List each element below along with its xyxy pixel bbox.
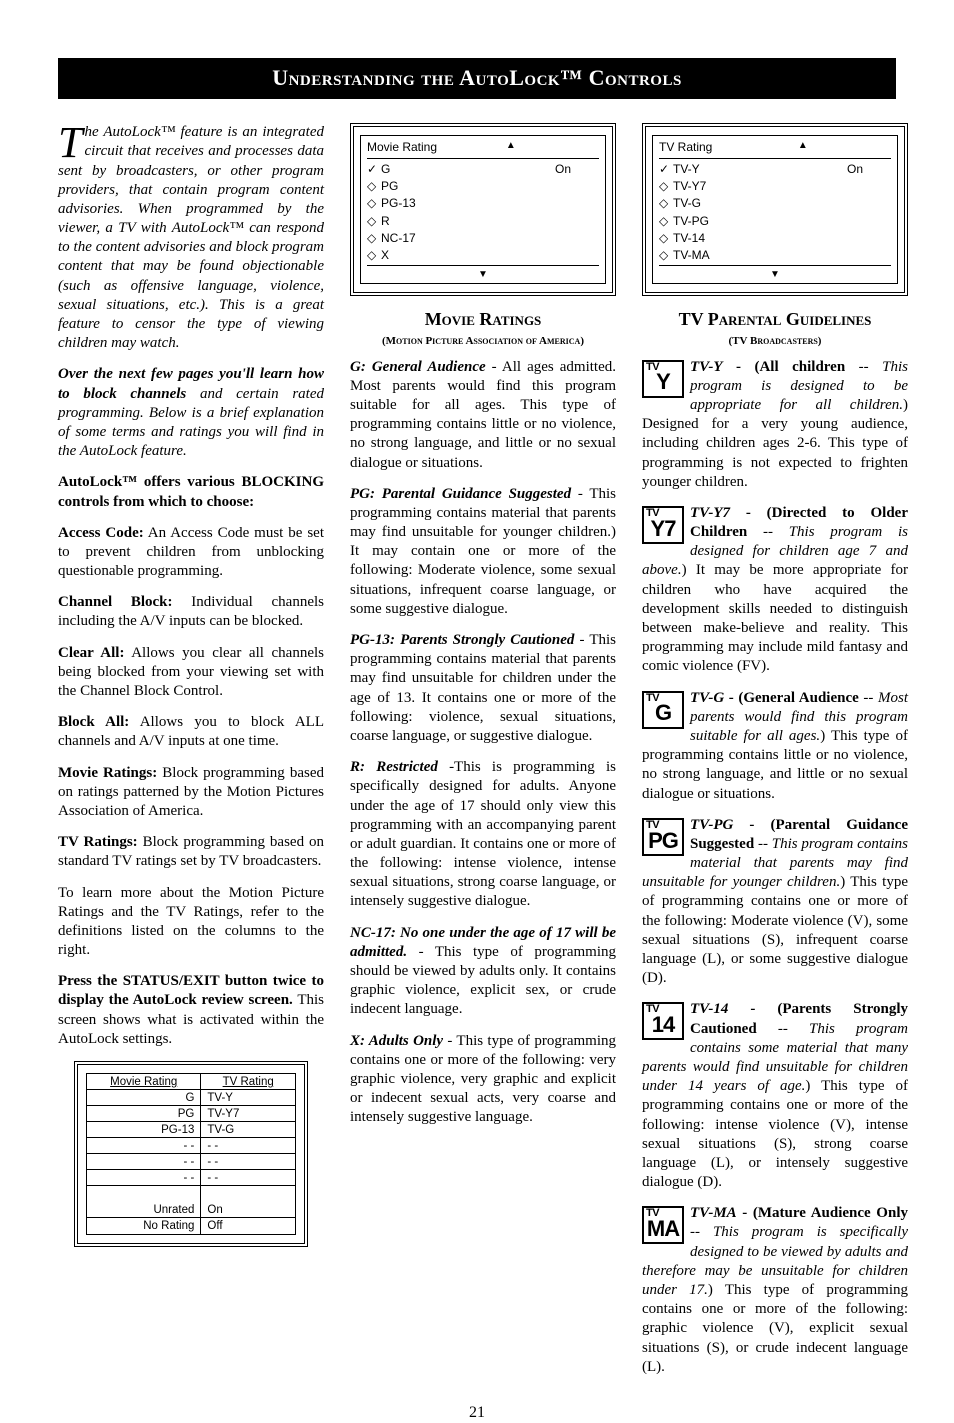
item-tv-ratings: TV Ratings: Block programming based on s…	[58, 833, 324, 871]
review-row: - -- -	[87, 1154, 295, 1170]
movie-ratings-title: Movie Ratings	[350, 308, 616, 331]
menu-row: ◇NC-17	[367, 230, 599, 247]
tv-rating-definition: TV14TV-14 - (Parents Strongly Cautioned …	[642, 1000, 908, 1192]
tv-guidelines-subtitle: (TV Broadcasters)	[642, 334, 908, 348]
column-1: The AutoLock™ feature is an integrated c…	[58, 123, 324, 1389]
autolock-review-table: Movie Rating TV Rating GTV-YPGTV-Y7PG-13…	[74, 1061, 308, 1247]
item-access-code: Access Code: An Access Code must be set …	[58, 524, 324, 582]
page-header: Understanding the AutoLock™ Controls	[58, 58, 896, 99]
p-press-status: Press the STATUS/EXIT button twice to di…	[58, 972, 324, 1049]
review-header-tv: TV Rating	[201, 1074, 295, 1090]
review-row: PGTV-Y7	[87, 1106, 295, 1122]
movie-rating-menu: Movie Rating ▲ ✓GOn◇PG◇PG-13◇R◇NC-17◇X ▼	[350, 123, 616, 296]
movie-rating-definition: PG: Parental Guidance Suggested - This p…	[350, 485, 616, 619]
menu-row: ◇TV-Y7	[659, 178, 891, 195]
intro-paragraph: The AutoLock™ feature is an integrated c…	[58, 123, 324, 353]
tv-rating-menu: TV Rating ▲ ✓TV-YOn◇TV-Y7◇TV-G◇TV-PG◇TV-…	[642, 123, 908, 296]
p-learn-how: Over the next few pages you'll learn how…	[58, 365, 324, 461]
p-learn-more: To learn more about the Motion Picture R…	[58, 884, 324, 961]
menu-row: ◇TV-MA	[659, 247, 891, 264]
up-arrow-icon: ▲	[766, 140, 840, 155]
tv-rating-definition: TVYTV-Y - (All children -- This program …	[642, 358, 908, 492]
p-blocking-controls: AutoLock™ offers various BLOCKING contro…	[58, 473, 324, 511]
tv-rating-icon: TVY	[642, 360, 684, 398]
menu-row: ◇TV-14	[659, 230, 891, 247]
item-channel-block: Channel Block: Individual channels inclu…	[58, 593, 324, 631]
review-row: GTV-Y	[87, 1090, 295, 1106]
column-3: TV Rating ▲ ✓TV-YOn◇TV-Y7◇TV-G◇TV-PG◇TV-…	[642, 123, 908, 1389]
pencil-icon	[862, 58, 896, 92]
movie-ratings-subtitle: (Motion Picture Association of America)	[350, 334, 616, 348]
tv-rating-icon: TV14	[642, 1002, 684, 1040]
menu-row: ◇PG-13	[367, 195, 599, 212]
menu-header-title: TV Rating	[659, 140, 766, 155]
review-header-movie: Movie Rating	[87, 1074, 201, 1090]
down-arrow-icon: ▼	[478, 269, 488, 280]
menu-row: ◇TV-G	[659, 195, 891, 212]
menu-row: ✓TV-YOn	[659, 161, 891, 178]
up-arrow-icon: ▲	[474, 140, 548, 155]
tv-rating-definition: TVGTV-G - (General Audience -- Most pare…	[642, 689, 908, 804]
tv-rating-icon: TVPG	[642, 818, 684, 856]
menu-row: ◇X	[367, 247, 599, 264]
menu-row: ◇R	[367, 213, 599, 230]
movie-rating-definition: PG-13: Parents Strongly Cautioned - This…	[350, 631, 616, 746]
item-movie-ratings: Movie Ratings: Block programming based o…	[58, 764, 324, 822]
column-2: Movie Rating ▲ ✓GOn◇PG◇PG-13◇R◇NC-17◇X ▼…	[350, 123, 616, 1389]
tv-rating-definition: TVPGTV-PG - (Parental Guidance Suggested…	[642, 816, 908, 989]
tv-rating-icon: TVG	[642, 691, 684, 729]
review-row: PG-13TV-G	[87, 1122, 295, 1138]
review-footer-row: UnratedOn	[87, 1202, 295, 1218]
down-arrow-icon: ▼	[770, 269, 780, 280]
tv-rating-icon: TVY7	[642, 506, 684, 544]
movie-rating-definition: X: Adults Only - This type of programmin…	[350, 1032, 616, 1128]
review-row: - -- -	[87, 1170, 295, 1186]
movie-rating-definition: G: General Audience - All ages admitted.…	[350, 358, 616, 473]
dropcap: T	[58, 123, 84, 160]
tv-rating-definition: TVY7TV-Y7 - (Directed to Older Children …	[642, 504, 908, 677]
tv-guidelines-title: TV Parental Guidelines	[642, 308, 908, 331]
main-columns: The AutoLock™ feature is an integrated c…	[58, 123, 896, 1389]
menu-header-title: Movie Rating	[367, 140, 474, 155]
item-block-all: Block All: Allows you to block ALL chann…	[58, 713, 324, 751]
review-row: - -- -	[87, 1138, 295, 1154]
movie-rating-definition: NC-17: No one under the age of 17 will b…	[350, 924, 616, 1020]
movie-rating-definition: R: Restricted -This is programming is sp…	[350, 758, 616, 912]
review-footer-row: No RatingOff	[87, 1218, 295, 1234]
menu-row: ◇PG	[367, 178, 599, 195]
page-number: 21	[58, 1403, 896, 1423]
item-clear-all: Clear All: Allows you clear all channels…	[58, 644, 324, 702]
menu-row: ◇TV-PG	[659, 213, 891, 230]
menu-row: ✓GOn	[367, 161, 599, 178]
tv-rating-definition: TVMATV-MA - (Mature Audience Only -- Thi…	[642, 1204, 908, 1377]
tv-rating-icon: TVMA	[642, 1206, 684, 1244]
